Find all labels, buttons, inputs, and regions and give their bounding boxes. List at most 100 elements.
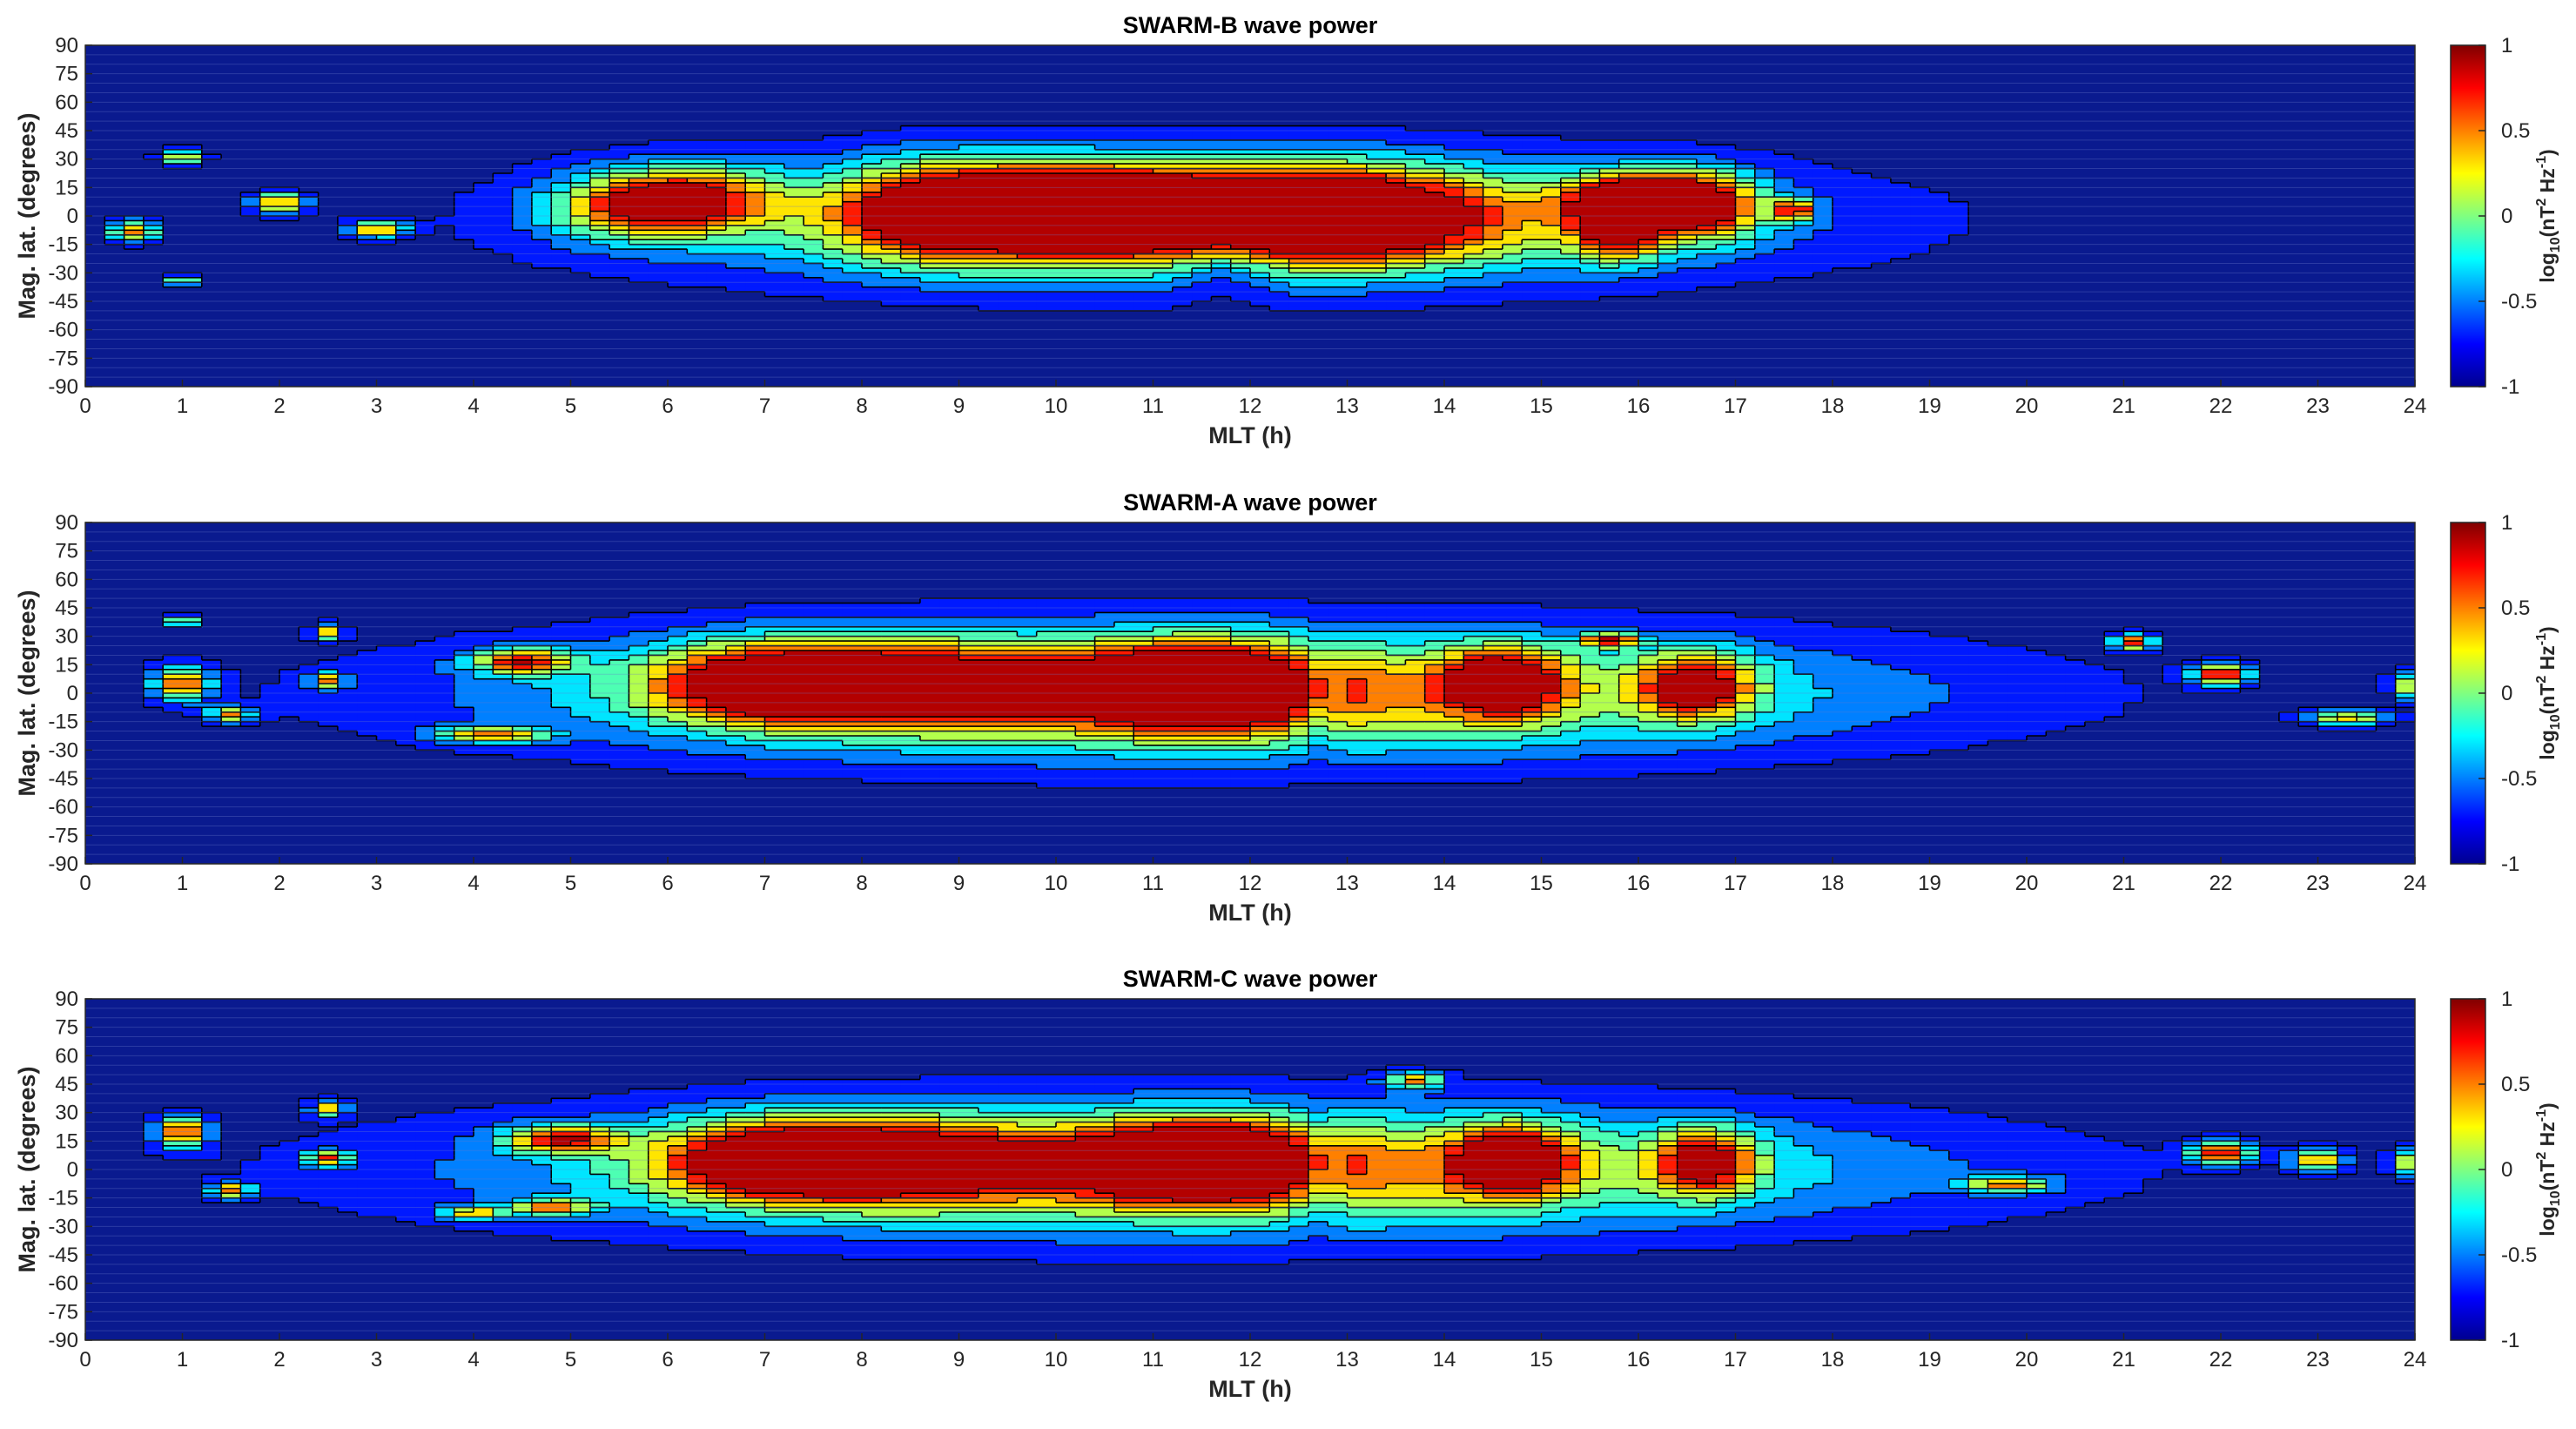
heatmap-cell xyxy=(1638,192,1658,198)
heatmap-cell xyxy=(1347,296,1368,302)
heatmap-cell xyxy=(415,641,435,647)
heatmap-cell xyxy=(1502,669,1523,675)
heatmap-cell xyxy=(1075,717,1096,723)
heatmap-cell xyxy=(784,693,804,699)
heatmap-cell xyxy=(1424,617,1445,623)
heatmap-cell xyxy=(1036,239,1057,246)
heatmap-cell xyxy=(1250,182,1270,188)
heatmap-cell xyxy=(1308,693,1328,699)
heatmap-cell xyxy=(881,131,902,137)
heatmap-cell xyxy=(1347,702,1368,708)
heatmap-cell xyxy=(1424,669,1445,675)
heatmap-cell xyxy=(1502,139,1523,145)
heatmap-cell xyxy=(1968,693,1988,699)
heatmap-cell xyxy=(2065,659,2086,665)
heatmap-cell xyxy=(998,296,1018,302)
heatmap-cell xyxy=(551,721,572,727)
heatmap-cell xyxy=(881,267,902,273)
heatmap-cell xyxy=(745,187,766,193)
heatmap-cell xyxy=(1618,206,1639,212)
heatmap-cell xyxy=(1754,674,1775,680)
heatmap-cell xyxy=(434,702,455,708)
heatmap-cell xyxy=(376,659,397,665)
heatmap-cell xyxy=(1113,139,1134,145)
heatmap-cell xyxy=(978,641,999,647)
heatmap-cell xyxy=(1192,693,1212,699)
heatmap-cell xyxy=(1036,267,1057,273)
heatmap-cell xyxy=(842,253,863,260)
heatmap-cell xyxy=(1618,211,1639,217)
heatmap-cell xyxy=(1133,201,1154,207)
heatmap-cell xyxy=(1424,626,1445,632)
heatmap-cell xyxy=(1153,164,1174,170)
heatmap-cell xyxy=(881,145,902,151)
heatmap-cell xyxy=(1288,253,1309,260)
heatmap-cell xyxy=(1211,626,1232,632)
heatmap-cell xyxy=(1192,296,1212,302)
heatmap-cell xyxy=(1813,201,1833,207)
heatmap-cell xyxy=(1852,197,1873,203)
heatmap-cell xyxy=(1347,669,1368,675)
heatmap-cell xyxy=(1036,263,1057,269)
heatmap-cell xyxy=(1541,641,1562,647)
heatmap-cell xyxy=(804,693,824,699)
heatmap-cell xyxy=(1133,702,1154,708)
heatmap-cell xyxy=(1638,693,1658,699)
heatmap-cell xyxy=(609,641,629,647)
heatmap-cell xyxy=(1560,225,1581,231)
heatmap-cell xyxy=(1153,622,1174,628)
heatmap-cell xyxy=(1618,158,1639,165)
heatmap-cell xyxy=(531,707,552,713)
heatmap-cell xyxy=(1580,220,1600,226)
heatmap-cell xyxy=(570,636,591,642)
heatmap-cell xyxy=(1328,693,1349,699)
heatmap-cell xyxy=(1541,693,1562,699)
heatmap-cell xyxy=(337,669,358,675)
heatmap-cell xyxy=(1424,277,1445,283)
heatmap-cell xyxy=(493,669,514,675)
heatmap-cell xyxy=(2376,688,2397,694)
heatmap-cell xyxy=(648,669,669,675)
heatmap-cell xyxy=(629,645,649,651)
heatmap-cell xyxy=(823,698,844,704)
heatmap-cell xyxy=(318,717,339,723)
heatmap-cell xyxy=(745,244,766,250)
y-tick-label: -60 xyxy=(48,319,78,342)
heatmap-cell xyxy=(570,154,591,160)
heatmap-cell xyxy=(1560,674,1581,680)
heatmap-cell xyxy=(1366,301,1387,307)
heatmap-cell xyxy=(1347,145,1368,151)
heatmap-cell xyxy=(1347,211,1368,217)
heatmap-cell xyxy=(1366,286,1387,293)
heatmap-cell xyxy=(668,711,688,718)
heatmap-cell xyxy=(1793,659,1814,665)
heatmap-cell xyxy=(570,259,591,265)
heatmap-cell xyxy=(1424,684,1445,690)
heatmap-cell xyxy=(1347,197,1368,203)
heatmap-cell xyxy=(1424,192,1445,198)
heatmap-cell xyxy=(1948,688,1969,694)
heatmap-cell xyxy=(1716,173,1737,179)
heatmap-cell xyxy=(2142,650,2163,657)
heatmap-cell xyxy=(629,206,649,212)
heatmap-cell xyxy=(1929,192,1950,198)
heatmap-cell xyxy=(1735,664,1756,671)
heatmap-cell xyxy=(1774,659,1794,665)
heatmap-cell xyxy=(163,273,184,279)
heatmap-cell xyxy=(1328,187,1349,193)
heatmap-cell xyxy=(1133,641,1154,647)
heatmap-cell xyxy=(376,225,397,231)
heatmap-cell xyxy=(2007,707,2028,713)
heatmap-cell xyxy=(124,230,145,236)
heatmap-cell xyxy=(1541,669,1562,675)
heatmap-cell xyxy=(1269,282,1290,288)
heatmap-cell xyxy=(1890,220,1911,226)
heatmap-cell xyxy=(881,693,902,699)
heatmap-cell xyxy=(1463,192,1484,198)
heatmap-cell xyxy=(1328,641,1349,647)
heatmap-cell xyxy=(1716,239,1737,246)
heatmap-cell xyxy=(1754,717,1775,723)
heatmap-cell xyxy=(1560,282,1581,288)
heatmap-cell xyxy=(1328,626,1349,632)
heatmap-cell xyxy=(784,182,804,188)
